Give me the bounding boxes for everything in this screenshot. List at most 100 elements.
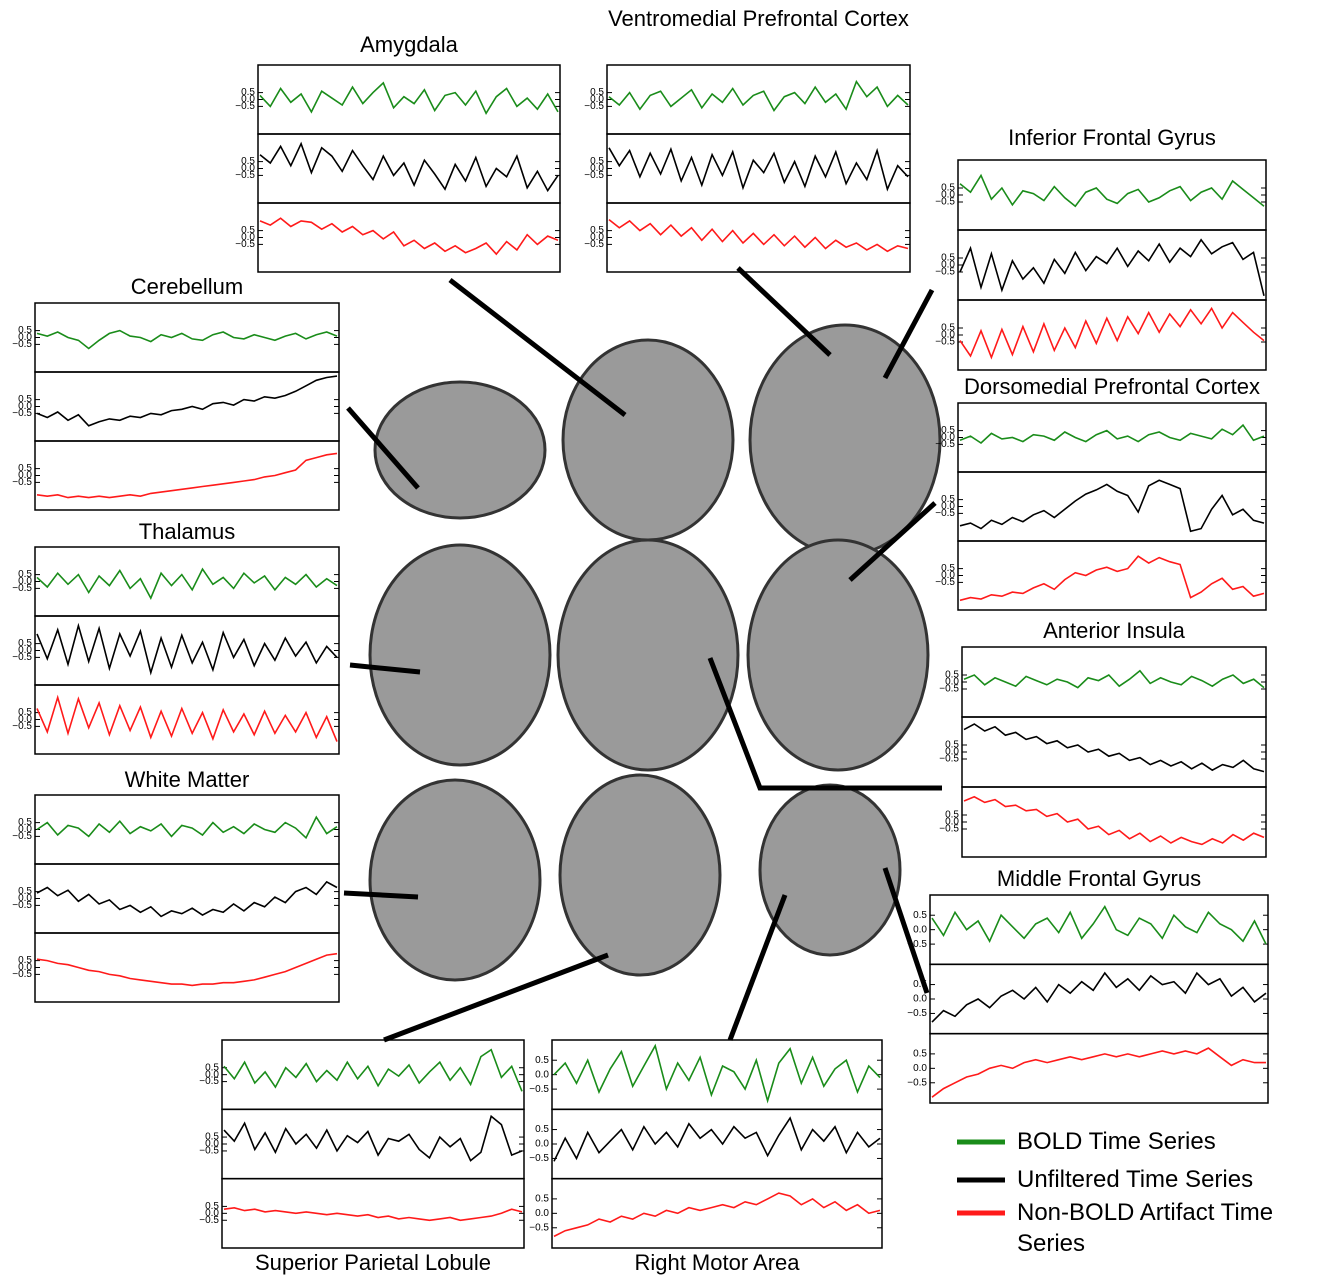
series-line bbox=[37, 626, 337, 673]
y-tick-label: −0.5 bbox=[529, 1084, 549, 1095]
y-tick-label: 0.0 bbox=[535, 1139, 549, 1150]
series-line bbox=[609, 148, 908, 189]
y-tick-label: −0.5 bbox=[235, 170, 255, 181]
y-tick-label: −0.5 bbox=[12, 831, 32, 842]
chart-title: Superior Parietal Lobule bbox=[208, 1250, 538, 1275]
y-tick-label: −0.5 bbox=[935, 337, 955, 348]
brain-slice bbox=[563, 340, 733, 540]
y-tick-label: −0.5 bbox=[907, 1077, 927, 1088]
series-line bbox=[37, 697, 337, 741]
y-tick-label: −0.5 bbox=[12, 900, 32, 911]
brain-slice bbox=[760, 785, 900, 955]
series-line bbox=[224, 1208, 522, 1221]
y-tick-label: −0.5 bbox=[907, 939, 927, 950]
brain-slice bbox=[750, 325, 940, 555]
series-line bbox=[554, 1046, 880, 1101]
subplot-frame bbox=[962, 717, 1266, 787]
subplot-frame bbox=[930, 895, 1268, 964]
y-tick-label: −0.5 bbox=[935, 267, 955, 278]
y-tick-label: −0.5 bbox=[907, 1008, 927, 1019]
legend-label: Non-BOLD Artifact Time Series bbox=[1017, 1197, 1317, 1259]
series-line bbox=[960, 308, 1264, 357]
subplot-frame bbox=[607, 65, 910, 134]
chart-title: Dorsomedial Prefrontal Cortex bbox=[942, 374, 1282, 399]
series-line bbox=[960, 240, 1264, 296]
y-tick-label: 0.5 bbox=[535, 1124, 549, 1135]
y-tick-label: 0.0 bbox=[913, 924, 927, 935]
series-line bbox=[260, 218, 558, 254]
y-tick-label: −0.5 bbox=[12, 583, 32, 594]
chart-title: Thalamus bbox=[35, 519, 339, 544]
series-line bbox=[609, 82, 908, 111]
brain-slices bbox=[370, 325, 940, 980]
y-tick-label: −0.5 bbox=[199, 1215, 219, 1226]
subplot-frame bbox=[958, 403, 1266, 472]
brain-slice bbox=[560, 775, 720, 975]
series-line bbox=[37, 817, 337, 838]
y-tick-label: −0.5 bbox=[12, 339, 32, 350]
y-tick-label: −0.5 bbox=[935, 577, 955, 588]
y-tick-label: −0.5 bbox=[939, 684, 959, 695]
series-line bbox=[224, 1116, 522, 1160]
y-tick-label: −0.5 bbox=[935, 508, 955, 519]
connector bbox=[730, 895, 785, 1040]
chart-title: Middle Frontal Gyrus bbox=[930, 866, 1268, 891]
series-line bbox=[932, 907, 1266, 945]
figure: 0.5 0.0 −0.5 0.5 0.0 −0.5 0.5 0.0 −0.5 0.5 0.0 −0.5… bbox=[0, 0, 1326, 1277]
chart-title: White Matter bbox=[35, 767, 339, 792]
y-tick-label: −0.5 bbox=[939, 824, 959, 835]
y-tick-label: −0.5 bbox=[584, 170, 604, 181]
y-tick-label: −0.5 bbox=[529, 1222, 549, 1233]
subplot-frame bbox=[930, 1034, 1268, 1103]
subplot-frame bbox=[958, 472, 1266, 541]
subplot-frame bbox=[958, 541, 1266, 610]
y-tick-label: −0.5 bbox=[529, 1153, 549, 1164]
chart-title: Inferior Frontal Gyrus bbox=[958, 125, 1266, 150]
y-tick-label: 0.0 bbox=[535, 1069, 549, 1080]
brain-slice bbox=[375, 382, 545, 518]
series-line bbox=[964, 724, 1264, 772]
y-tick-label: 0.5 bbox=[913, 910, 927, 921]
subplot-frame bbox=[35, 303, 339, 372]
subplot-frame bbox=[258, 134, 560, 203]
subplot-frame bbox=[958, 230, 1266, 300]
y-tick-label: −0.5 bbox=[235, 101, 255, 112]
subplot-frame bbox=[607, 203, 910, 272]
y-tick-label: −0.5 bbox=[12, 721, 32, 732]
series-line bbox=[554, 1193, 880, 1236]
series-line bbox=[260, 144, 558, 191]
y-tick-label: −0.5 bbox=[199, 1076, 219, 1087]
series-line bbox=[960, 480, 1264, 531]
y-tick-label: −0.5 bbox=[939, 754, 959, 765]
y-tick-label: −0.5 bbox=[199, 1146, 219, 1157]
series-line bbox=[37, 376, 337, 426]
y-tick-label: −0.5 bbox=[935, 197, 955, 208]
y-tick-label: −0.5 bbox=[12, 408, 32, 419]
series-line bbox=[37, 453, 337, 497]
series-line bbox=[554, 1118, 880, 1161]
legend-label: Unfiltered Time Series bbox=[1017, 1164, 1317, 1195]
chart-title: Right Motor Area bbox=[552, 1250, 882, 1275]
series-line bbox=[260, 83, 558, 113]
subplot-frame bbox=[222, 1179, 524, 1248]
series-line bbox=[37, 569, 337, 598]
series-line bbox=[964, 797, 1264, 845]
y-tick-label: 0.0 bbox=[535, 1208, 549, 1219]
series-line bbox=[609, 220, 908, 252]
y-tick-label: 0.5 bbox=[535, 1194, 549, 1205]
series-line bbox=[37, 954, 337, 986]
series-line bbox=[960, 556, 1264, 600]
y-tick-label: −0.5 bbox=[235, 239, 255, 250]
y-tick-label: 0.5 bbox=[913, 1049, 927, 1060]
y-tick-label: 0.5 bbox=[913, 979, 927, 990]
y-tick-label: −0.5 bbox=[12, 652, 32, 663]
subplot-frame bbox=[258, 203, 560, 272]
series-line bbox=[224, 1050, 522, 1092]
subplot-frame bbox=[930, 964, 1268, 1033]
y-tick-label: −0.5 bbox=[12, 477, 32, 488]
y-tick-label: 0.5 bbox=[535, 1055, 549, 1066]
subplot-frame bbox=[552, 1040, 882, 1109]
y-tick-label: −0.5 bbox=[935, 439, 955, 450]
chart-title: Anterior Insula bbox=[962, 618, 1266, 643]
subplot-frame bbox=[552, 1109, 882, 1178]
